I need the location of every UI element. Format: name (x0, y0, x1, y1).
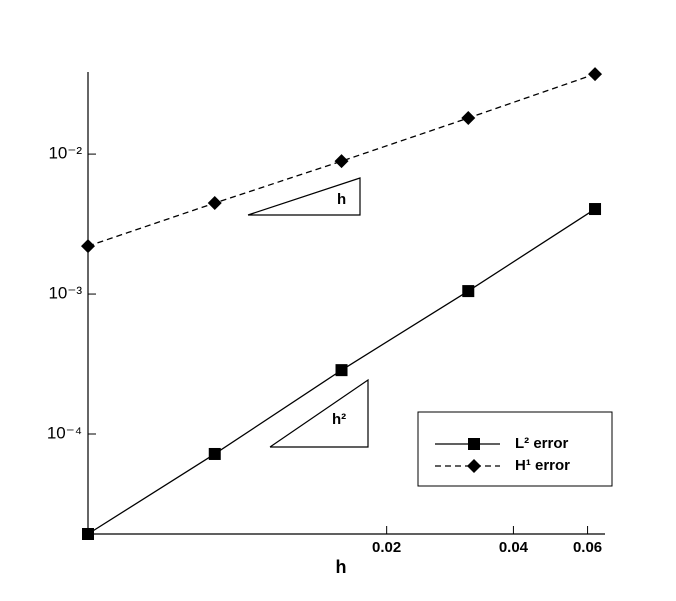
marker (334, 154, 349, 169)
legend-label: H¹ error (515, 457, 570, 474)
x-tick-label: 0.06 (573, 539, 602, 556)
y-tick-label: 10⁻³ (48, 284, 82, 303)
marker (461, 111, 476, 126)
marker (462, 285, 475, 298)
legend (417, 411, 613, 487)
annotation: h (337, 191, 346, 208)
marker (335, 364, 348, 377)
x-axis-label: h (336, 557, 347, 577)
slope-triangle (247, 177, 361, 216)
marker (207, 196, 222, 211)
marker (589, 203, 602, 216)
annotation: h² (332, 411, 346, 428)
x-tick-label: 0.04 (499, 539, 529, 556)
marker (82, 528, 94, 540)
marker (208, 447, 221, 460)
series-line (87, 73, 596, 247)
marker (468, 438, 480, 450)
slope-triangle (269, 378, 369, 448)
marker (588, 67, 603, 82)
marker (467, 459, 481, 473)
y-tick-label: 10⁻² (48, 144, 82, 163)
y-tick-label: 10⁻⁴ (47, 423, 82, 442)
x-tick-label: 0.02 (372, 539, 401, 556)
legend-label: L² error (515, 435, 569, 452)
marker (81, 239, 95, 254)
